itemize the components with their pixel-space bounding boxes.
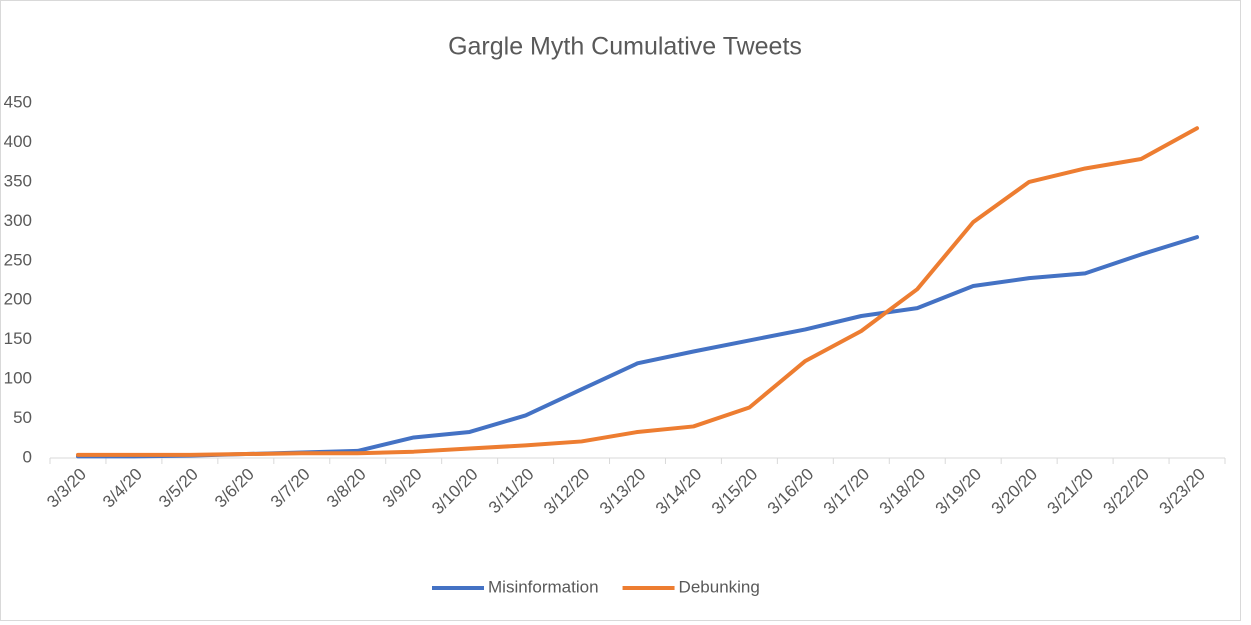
y-tick-label: 0 (23, 447, 32, 466)
y-tick-label: 450 (4, 92, 32, 111)
y-tick-label: 300 (4, 211, 32, 230)
chart-title: Gargle Myth Cumulative Tweets (448, 33, 802, 61)
y-tick-label: 200 (4, 290, 32, 309)
legend-label: Misinformation (488, 577, 599, 596)
y-tick-label: 250 (4, 250, 32, 269)
y-tick-label: 150 (4, 329, 32, 348)
y-tick-label: 50 (13, 408, 32, 427)
y-tick-label: 100 (4, 369, 32, 388)
y-tick-label: 350 (4, 171, 32, 190)
y-tick-label: 400 (4, 132, 32, 151)
line-series (75, 126, 1200, 457)
legend-label: Debunking (679, 577, 760, 596)
